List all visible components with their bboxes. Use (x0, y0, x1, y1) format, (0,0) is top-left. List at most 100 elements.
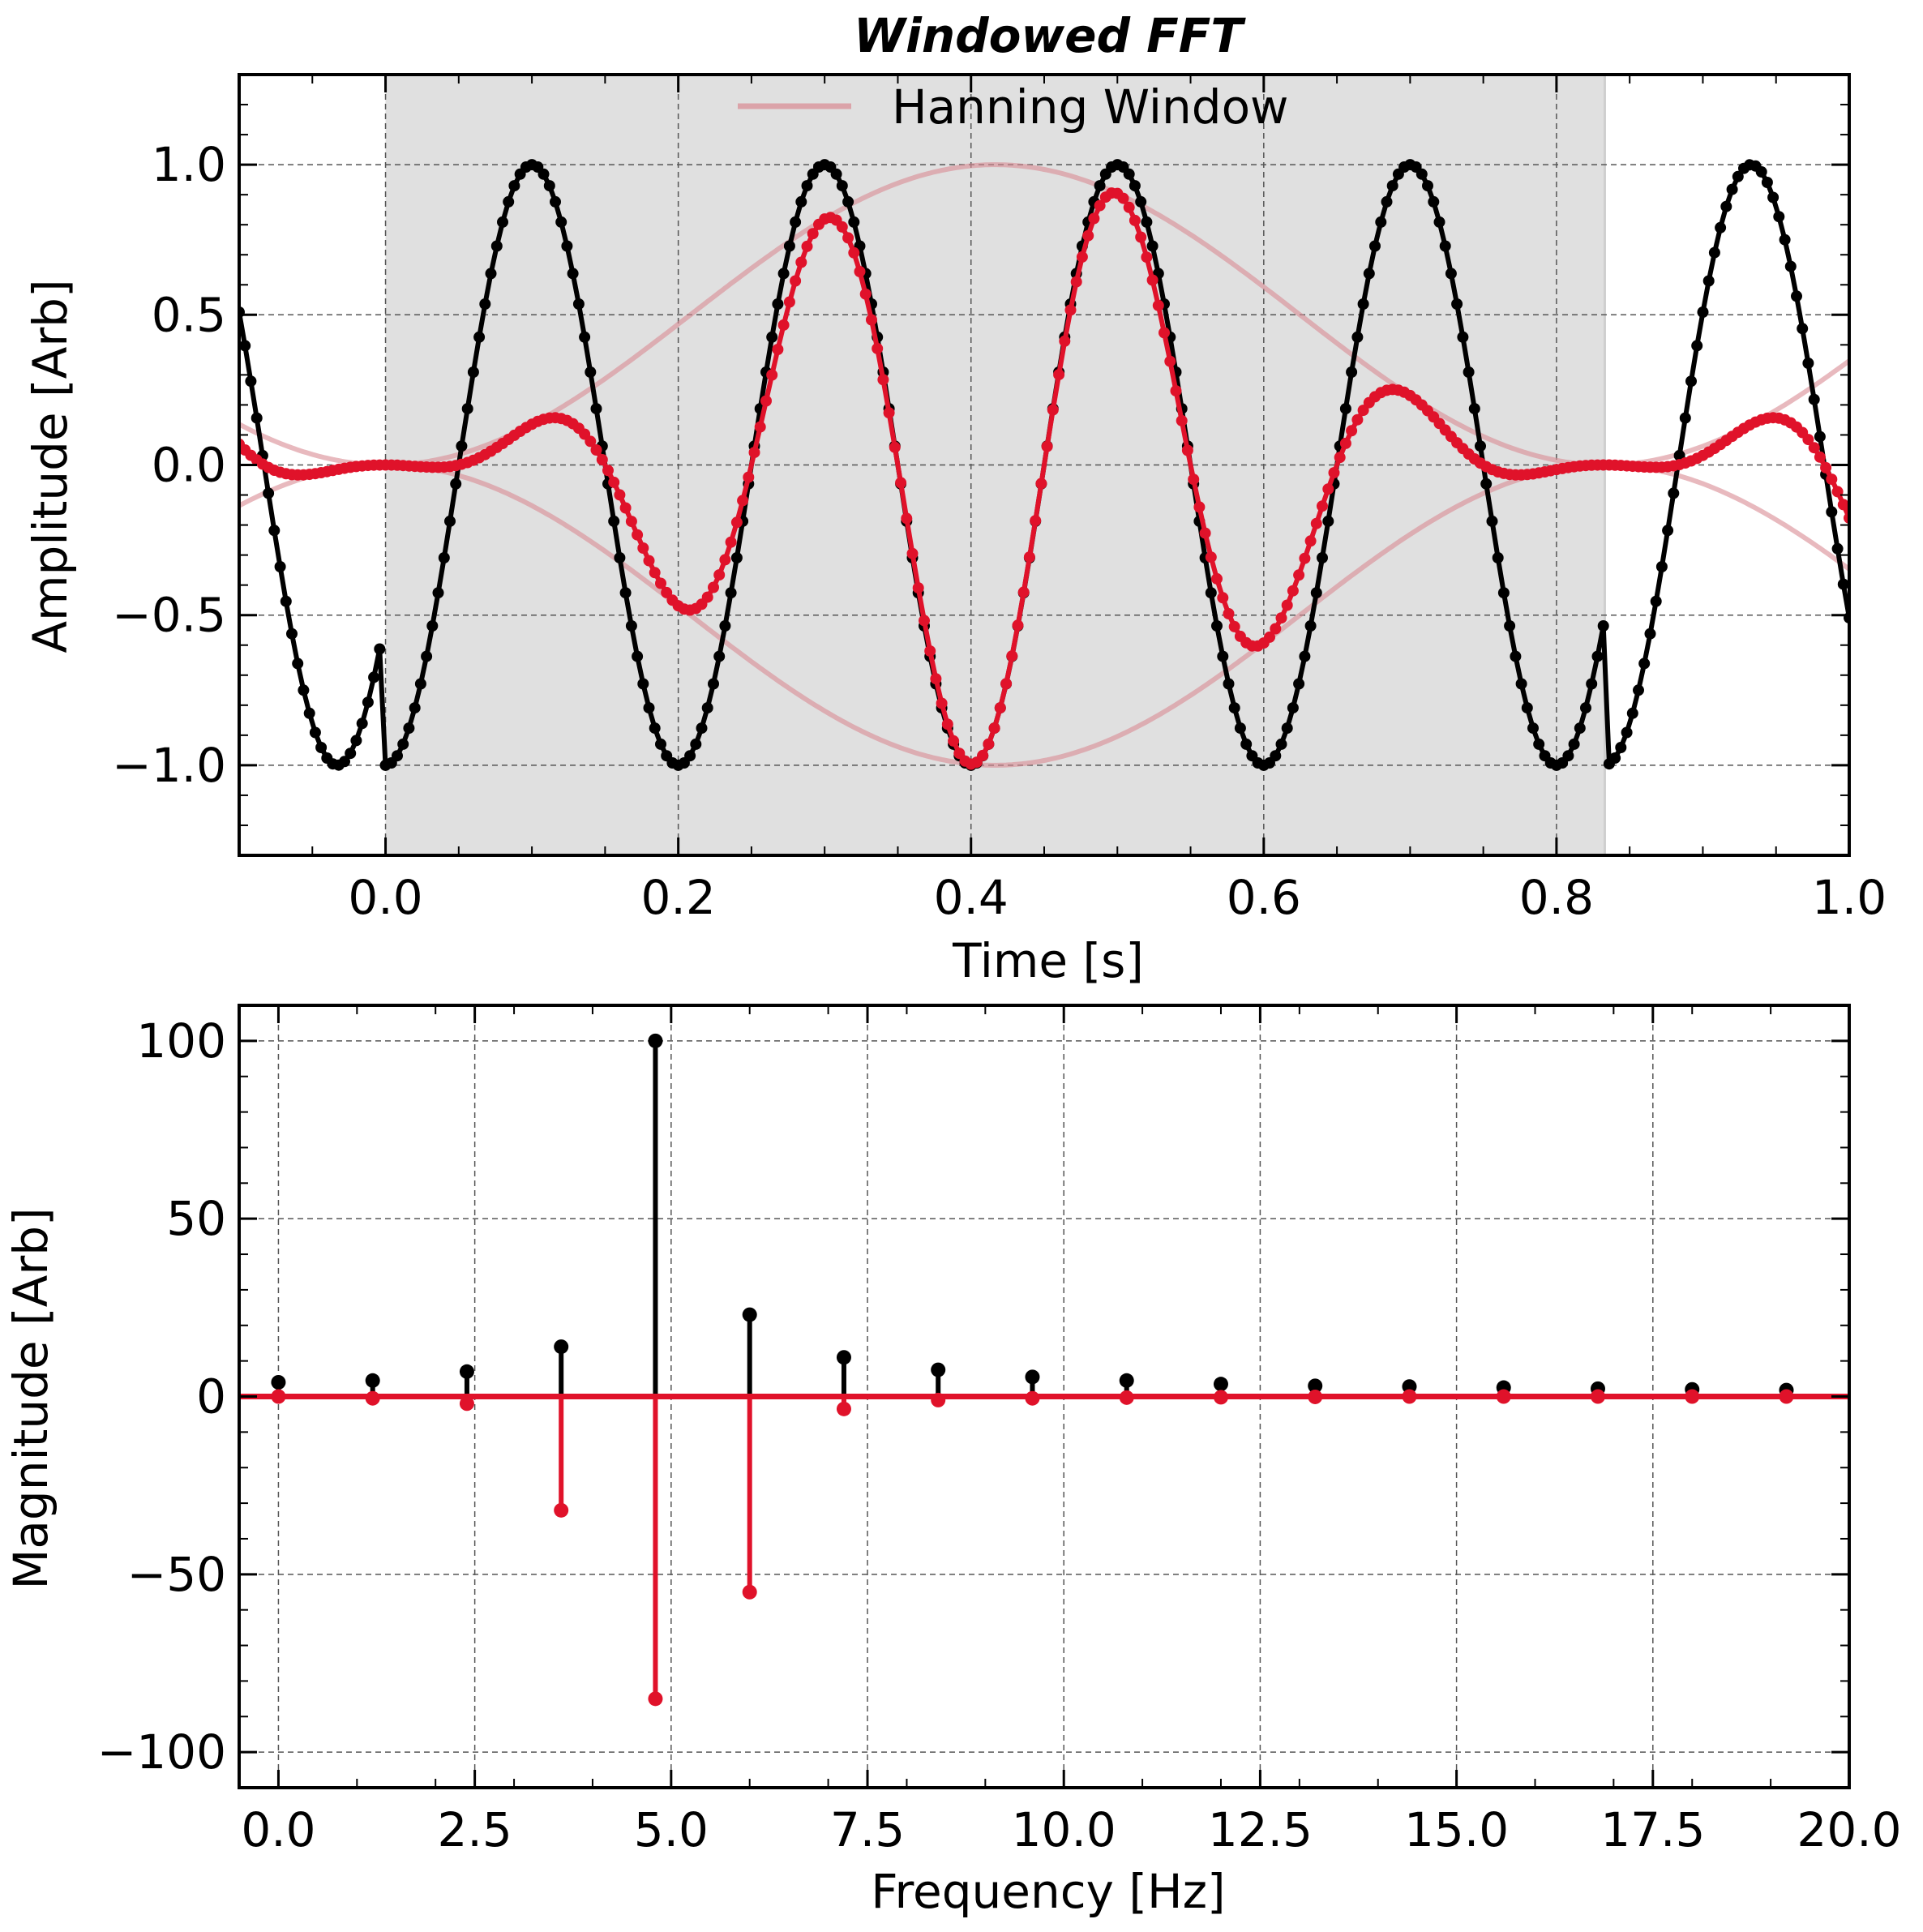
signal-point-154 (1135, 195, 1147, 208)
signal-point-96 (795, 195, 807, 208)
signal-point-252 (1708, 246, 1720, 259)
windowed-point-184 (1310, 517, 1322, 529)
signal-point-251 (1702, 275, 1715, 287)
signal-point-229 (1574, 722, 1586, 735)
windowed-point-155 (1141, 251, 1153, 263)
windowed-point-121 (941, 718, 953, 730)
windowed-point-183 (1304, 535, 1317, 547)
signal-point-9 (286, 628, 298, 640)
windowed-point-186 (1322, 483, 1334, 495)
signal-point-179 (1281, 722, 1293, 735)
windowed-point-269 (1808, 442, 1820, 454)
top-ytick-label-2: 0.0 (152, 438, 226, 493)
fft-unwindowed-marker-4 (648, 1033, 663, 1048)
signal-point-70 (643, 702, 655, 714)
top-xtick-label-0: 0.0 (348, 870, 422, 925)
windowed-point-103 (836, 221, 848, 233)
windowed-point-178 (1275, 612, 1287, 624)
signal-point-71 (649, 722, 661, 735)
signal-point-249 (1691, 340, 1703, 352)
signal-point-227 (1562, 750, 1574, 762)
windowed-point-152 (1123, 201, 1135, 213)
signal-point-273 (1831, 542, 1844, 555)
bottom-ytick-label-2: 0 (196, 1369, 226, 1424)
windowed-point-157 (1152, 299, 1164, 311)
bottom-xtick-label-5: 12.5 (1208, 1802, 1313, 1857)
windowed-point-151 (1117, 192, 1129, 204)
fft-unwindowed-marker-8 (1025, 1369, 1040, 1385)
windowed-point-120 (936, 697, 948, 709)
top-xtick-label-1: 0.2 (641, 870, 716, 925)
windowed-point-128 (983, 738, 995, 750)
bottom-xtick-label-8: 20.0 (1797, 1802, 1901, 1857)
windowed-point-96 (795, 256, 807, 268)
windowed-point-165 (1199, 527, 1211, 539)
windowed-point-123 (953, 748, 966, 760)
bottom-y-axis-label: Magnitude [Arb] (3, 1207, 58, 1589)
windowed-point-132 (1006, 650, 1018, 662)
top-y-axis-label: Amplitude [Arb] (23, 279, 78, 653)
signal-point-218 (1510, 650, 1522, 662)
signal-point-31 (414, 678, 426, 690)
windowed-point-185 (1317, 500, 1328, 512)
signal-point-216 (1497, 587, 1510, 599)
windowed-point-162 (1181, 444, 1193, 456)
signal-point-247 (1679, 412, 1691, 424)
signal-point-34 (432, 587, 444, 599)
signal-point-177 (1270, 750, 1282, 762)
chart-title: Windowed FFT (854, 8, 1246, 63)
bottom-xtick-label-1: 2.5 (438, 1802, 512, 1857)
signal-point-242 (1650, 595, 1662, 607)
windowed-point-156 (1146, 274, 1159, 286)
fft-unwindowed-marker-0 (271, 1374, 286, 1390)
windowed-point-137 (1035, 478, 1047, 490)
signal-point-230 (1580, 702, 1591, 714)
signal-point-78 (690, 738, 702, 750)
signal-point-232 (1591, 650, 1604, 662)
signal-point-40 (467, 366, 479, 378)
signal-point-52 (537, 168, 550, 180)
windowed-point-159 (1164, 355, 1176, 367)
signal-point-95 (790, 216, 802, 228)
signal-point-209 (1457, 331, 1469, 343)
top-ytick-label-4: 1.0 (152, 137, 226, 192)
windowed-point-142 (1064, 304, 1077, 316)
windowed-point-271 (1820, 461, 1832, 473)
windowed-point-268 (1802, 434, 1814, 446)
signal-point-59 (579, 331, 591, 343)
signal-point-45 (497, 216, 508, 228)
signal-point-272 (1826, 506, 1838, 518)
signal-point-267 (1797, 323, 1809, 335)
bottom-xtick-label-3: 7.5 (830, 1802, 905, 1857)
windowed-point-88 (748, 447, 760, 459)
windowed-point-91 (766, 369, 778, 381)
signal-point-235 (1609, 752, 1621, 764)
signal-point-186 (1322, 515, 1334, 527)
windowed-point-106 (854, 266, 866, 277)
windowed-point-90 (760, 395, 772, 407)
signal-point-204 (1428, 195, 1440, 208)
windowed-point-80 (701, 591, 713, 603)
bottom-ytick-label-4: 100 (136, 1013, 226, 1069)
top-ytick-label-3: 0.5 (152, 287, 226, 342)
windowed-point-110 (877, 374, 889, 386)
signal-point-69 (637, 678, 649, 690)
windowed-point-71 (649, 567, 661, 579)
frequency-domain-plot: 0.0 2.5 5.0 7.5 10.0 12.5 15.0 17.5 20.0 −100 −50 0… (97, 1004, 1902, 1857)
signal-point-20 (350, 735, 362, 747)
signal-point-37 (450, 478, 462, 490)
signal-point-64 (608, 515, 620, 527)
fft-windowed-marker-6 (836, 1401, 851, 1416)
signal-point-182 (1299, 650, 1311, 662)
signal-point-29 (403, 722, 415, 735)
signal-point-196 (1381, 195, 1393, 208)
signal-point-274 (1837, 578, 1849, 590)
windowed-point-169 (1223, 608, 1235, 619)
signal-point-92 (772, 298, 784, 310)
signal-point-168 (1217, 650, 1229, 662)
signal-point-254 (1720, 200, 1732, 212)
windowed-point-139 (1047, 404, 1059, 416)
windowed-point-116 (912, 582, 924, 594)
signal-point-264 (1779, 233, 1791, 246)
windowed-point-141 (1059, 335, 1071, 347)
